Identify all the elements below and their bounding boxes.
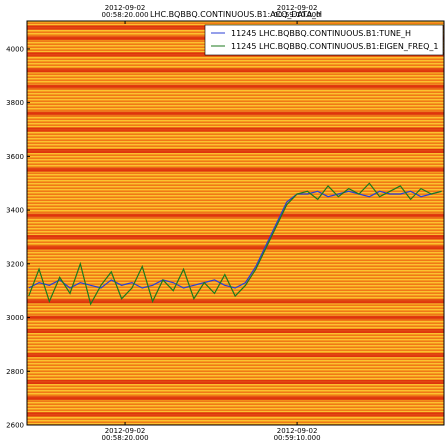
spectrum-line: [27, 213, 444, 218]
y-tick-label: 4000: [6, 45, 24, 53]
y-tick-label: 3600: [6, 153, 24, 161]
x-tick-label-top: 2012-09-02 00:59:10.000: [274, 4, 321, 19]
spectrum-line: [27, 380, 444, 385]
y-tick-label: 3400: [6, 207, 24, 215]
spectrum-line: [27, 299, 444, 304]
spectrum-line: [27, 84, 444, 89]
series-line: [28, 182, 442, 306]
legend: [204, 24, 444, 56]
legend-label: 11245 LHC.BQBBQ.CONTINUOUS.B1:EIGEN_FREQ…: [231, 42, 438, 51]
spectrum-line: [27, 412, 444, 417]
spectrum-line: [27, 167, 444, 172]
legend-label: 11245 LHC.BQBBQ.CONTINUOUS.B1:TUNE_H: [231, 29, 411, 38]
y-tick-label: 3200: [6, 260, 24, 268]
y-tick-label: 3000: [6, 314, 24, 322]
y-tick-label: 2600: [6, 422, 24, 430]
x-tick-label: 2012-09-02 00:58:20.000: [102, 427, 149, 442]
y-tick-label: 3800: [6, 99, 24, 107]
spectrum-line: [27, 127, 444, 132]
spectrum-line: [27, 353, 444, 358]
x-tick-label: 2012-09-02 00:59:10.000: [274, 427, 321, 442]
spectrum-line: [27, 315, 444, 320]
spectrum-line: [27, 68, 444, 73]
plot-frame: [26, 20, 445, 426]
x-tick-label-top: 2012-09-02 00:58:20.000: [102, 4, 149, 19]
spectrum-line: [27, 234, 444, 239]
spectrum-line: [27, 149, 444, 154]
chart-title: LHC.BQBBQ.CONTINUOUS.B1:ACQ_DATA_H: [150, 10, 322, 19]
spectrum-line: [27, 111, 444, 116]
y-tick-label: 2800: [6, 368, 24, 376]
spectrum-line: [27, 245, 444, 250]
series-line: [28, 190, 442, 289]
plot-texture: [27, 21, 444, 425]
spectrum-line: [27, 396, 444, 401]
spectrum-line: [27, 328, 444, 333]
